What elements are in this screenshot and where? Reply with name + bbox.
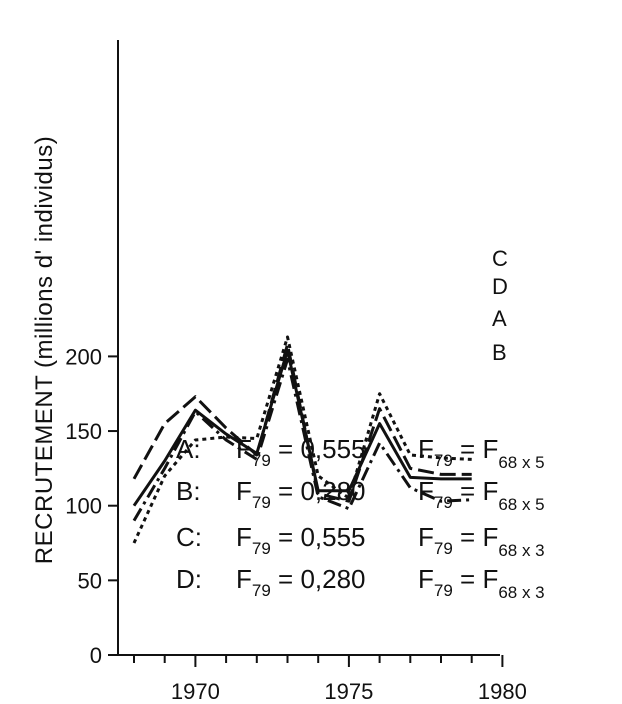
y-tick-label: 150: [65, 419, 102, 444]
series-line-c: [132, 335, 472, 544]
legend-key: B:: [176, 476, 201, 506]
legend: A: F79 = 0,555 F79 = F68 x 5 B: F79 = 0,280 F…: [176, 434, 545, 602]
series-end-label-d: D: [492, 274, 508, 299]
y-tick-label: 100: [65, 494, 102, 519]
legend-row: C: F79 = 0,555 F79 = F68 x 3: [176, 522, 545, 560]
legend-key: C:: [176, 522, 202, 552]
legend-formula-1: F79 = 0,555: [236, 434, 366, 470]
legend-formula-2: F79 = F68 x 5: [418, 434, 545, 472]
series-end-label-b: B: [492, 340, 507, 365]
series-end-label-c: C: [492, 246, 508, 271]
legend-formula-2: F79 = F68 x 5: [418, 476, 545, 514]
y-tick-label: 50: [78, 568, 102, 593]
legend-formula-1: F79 = 0,555: [236, 522, 366, 558]
legend-key: A:: [176, 434, 201, 464]
series-lines: [132, 335, 472, 544]
legend-formula-1: F79 = 0,280: [236, 476, 366, 512]
legend-key: D:: [176, 564, 202, 594]
legend-row: B: F79 = 0,280 F79 = F68 x 5: [176, 476, 545, 514]
y-tick-label: 200: [65, 344, 102, 369]
legend-row: D: F79 = 0,280 F79 = F68 x 3: [176, 564, 545, 602]
legend-formula-2: F79 = F68 x 3: [418, 522, 545, 560]
legend-row: A: F79 = 0,555 F79 = F68 x 5: [176, 434, 545, 472]
y-axis-label: RECRUTEMENT (millions d' individus): [31, 136, 58, 564]
y-tick-label: 0: [90, 643, 102, 668]
x-tick-label: 1980: [478, 679, 527, 704]
series-line-d: [132, 342, 472, 503]
x-tick-label: 1975: [324, 679, 373, 704]
legend-formula-1: F79 = 0,280: [236, 564, 366, 600]
legend-formula-2: F79 = F68 x 3: [418, 564, 545, 602]
axis-ticks: 0 50 100 150 200 1970 1975 1980: [65, 344, 527, 704]
series-line-b: [132, 357, 472, 522]
series-end-label-a: A: [492, 306, 507, 331]
x-tick-label: 1970: [171, 679, 220, 704]
axes: [117, 40, 500, 656]
